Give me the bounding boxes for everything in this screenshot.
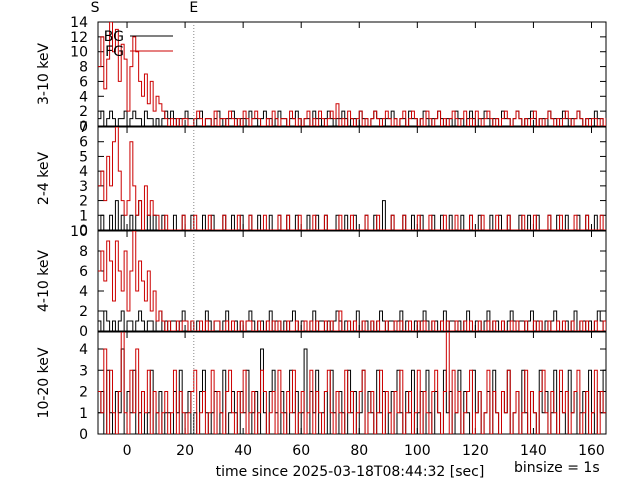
y-tick-label: 3 xyxy=(79,179,88,195)
panel-frame xyxy=(97,331,607,435)
x-tick-label: 80 xyxy=(350,443,368,459)
y-axis-label: 3-10 keV xyxy=(36,43,52,105)
y-tick-label: 3 xyxy=(79,363,88,379)
y-tick-label: 1 xyxy=(79,406,88,422)
y-axis-label: 4-10 keV xyxy=(36,250,52,312)
y-tick-label: 0 xyxy=(79,119,88,135)
y-tick-label: 10 xyxy=(70,224,88,240)
y-tick-label: 1 xyxy=(79,208,88,224)
y-tick-label: 4 xyxy=(79,89,88,105)
x-tick-label: 100 xyxy=(404,443,431,459)
y-tick-label: 5 xyxy=(79,149,88,165)
legend-label-bg: BG xyxy=(104,29,124,45)
series-fg-line xyxy=(98,332,606,434)
y-tick-label: 8 xyxy=(79,60,88,76)
y-tick-label: 4 xyxy=(79,164,88,180)
y-tick-label: 7 xyxy=(79,120,88,136)
x-tick-label: 60 xyxy=(292,443,310,459)
x-tick-label: 160 xyxy=(578,443,605,459)
y-tick-label: 4 xyxy=(79,284,88,300)
y-axis-label: 2-4 keV xyxy=(36,152,52,206)
y-tick-label: 2 xyxy=(79,304,88,320)
x-tick-label: 140 xyxy=(520,443,547,459)
y-tick-label: 6 xyxy=(79,135,88,151)
y-tick-label: 14 xyxy=(70,15,88,31)
y-tick-label: 2 xyxy=(79,194,88,210)
x-tick-label: 20 xyxy=(176,443,194,459)
x-axis-label: time since 2025-03-18T08:44:32 [sec] xyxy=(216,464,485,480)
x-tick-label: 120 xyxy=(462,443,489,459)
panel-frame xyxy=(97,126,607,231)
series-fg-line xyxy=(98,22,606,126)
panel-3: 0 2 4 6 8 10 4-10 keV xyxy=(36,224,607,340)
y-tick-label: 8 xyxy=(79,244,88,260)
y-tick-label: 0 xyxy=(79,223,88,239)
binsize-note: binsize = 1s xyxy=(514,460,600,476)
y-tick-label: 6 xyxy=(79,74,88,90)
y-tick-label: 0 xyxy=(79,427,88,443)
series-bg-line xyxy=(98,200,601,230)
series-fg-line xyxy=(98,231,606,331)
y-tick-label: 2 xyxy=(79,385,88,401)
y-tick-label: 4 xyxy=(79,342,88,358)
y-tick-label: 0 xyxy=(79,324,88,340)
y-tick-label: 2 xyxy=(79,104,88,120)
panel-4: 0 1 2 3 4 10-20 keV xyxy=(36,331,607,443)
marker-label-e: E xyxy=(189,0,198,16)
x-tick-label: 40 xyxy=(234,443,252,459)
y-axis-label: 10-20 keV xyxy=(36,347,52,418)
panel-frame xyxy=(97,21,607,127)
legend-label-fg: FG xyxy=(105,44,124,60)
marker-label-s: S xyxy=(91,0,100,16)
x-tick-label: 0 xyxy=(123,443,132,459)
panel-frame xyxy=(97,230,607,332)
y-tick-label: 6 xyxy=(79,264,88,280)
y-tick-label: 10 xyxy=(70,45,88,61)
series-fg-line xyxy=(98,127,606,230)
y-tick-label: 12 xyxy=(70,30,88,46)
